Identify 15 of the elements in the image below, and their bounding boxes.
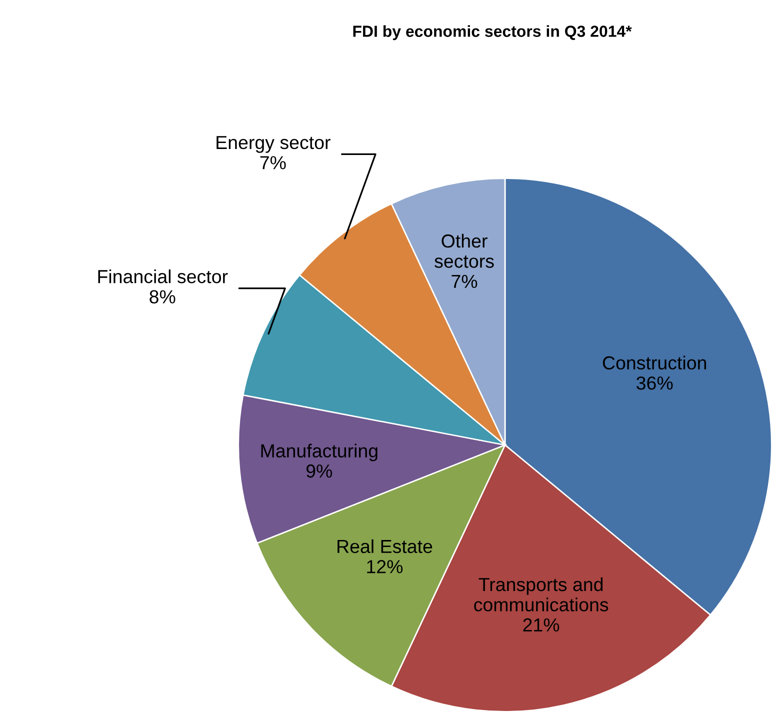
data-label: 8%: [150, 290, 176, 304]
slice-label: Financial sector: [98, 269, 228, 284]
data-label: 12%: [367, 560, 403, 574]
data-label: 7%: [260, 156, 286, 170]
slice-label: Other sectors: [434, 234, 494, 268]
slice-label: Real Estate: [338, 539, 432, 554]
data-label: 21%: [523, 618, 560, 632]
slice-label: Manufacturing: [261, 444, 378, 462]
slice-label: Energy sector: [216, 136, 330, 153]
slice-label: Transports and communications: [474, 577, 608, 612]
data-label: 36%: [636, 376, 673, 390]
data-label: 9%: [306, 464, 332, 478]
chart-title: FDI by economic sectors in Q3 2014*: [353, 25, 632, 40]
data-label: 7%: [452, 274, 478, 288]
slice-label: Construction: [602, 356, 706, 370]
